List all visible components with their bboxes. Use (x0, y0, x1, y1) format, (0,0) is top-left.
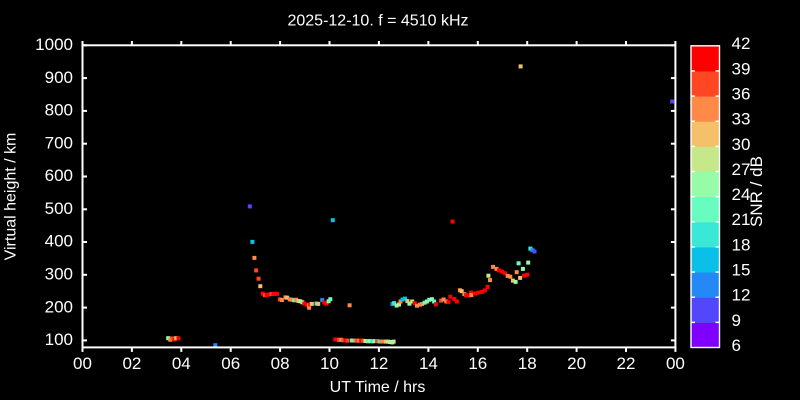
svg-text:900: 900 (45, 68, 73, 87)
svg-text:400: 400 (45, 232, 73, 251)
svg-text:22: 22 (617, 354, 636, 373)
svg-text:500: 500 (45, 199, 73, 218)
svg-text:12: 12 (369, 354, 388, 373)
svg-text:1000: 1000 (35, 35, 73, 54)
svg-text:24: 24 (732, 185, 751, 204)
svg-text:300: 300 (45, 265, 73, 284)
svg-text:800: 800 (45, 101, 73, 120)
svg-text:02: 02 (122, 354, 141, 373)
svg-text:SNR / dB: SNR / dB (747, 156, 766, 227)
svg-text:30: 30 (732, 135, 751, 154)
svg-text:UT Time / hrs: UT Time / hrs (330, 379, 426, 396)
svg-text:18: 18 (518, 354, 537, 373)
svg-text:42: 42 (732, 34, 751, 53)
svg-text:10: 10 (320, 354, 339, 373)
svg-text:100: 100 (45, 330, 73, 349)
svg-text:27: 27 (732, 160, 751, 179)
svg-text:2025-12-10. f = 4510 kHz: 2025-12-10. f = 4510 kHz (287, 13, 468, 30)
svg-text:6: 6 (732, 336, 741, 355)
svg-text:600: 600 (45, 166, 73, 185)
svg-text:9: 9 (732, 311, 741, 330)
svg-text:39: 39 (732, 59, 751, 78)
svg-text:Virtual height / km: Virtual height / km (2, 133, 19, 261)
svg-text:33: 33 (732, 110, 751, 129)
svg-text:00: 00 (73, 354, 92, 373)
svg-text:04: 04 (172, 354, 191, 373)
svg-text:16: 16 (468, 354, 487, 373)
svg-text:14: 14 (419, 354, 438, 373)
svg-text:00: 00 (666, 354, 685, 373)
svg-text:15: 15 (732, 261, 751, 280)
svg-text:21: 21 (732, 210, 751, 229)
svg-text:700: 700 (45, 133, 73, 152)
svg-text:06: 06 (221, 354, 240, 373)
svg-text:08: 08 (271, 354, 290, 373)
svg-text:12: 12 (732, 286, 751, 305)
svg-text:18: 18 (732, 235, 751, 254)
svg-text:200: 200 (45, 297, 73, 316)
svg-text:36: 36 (732, 85, 751, 104)
svg-text:20: 20 (567, 354, 586, 373)
